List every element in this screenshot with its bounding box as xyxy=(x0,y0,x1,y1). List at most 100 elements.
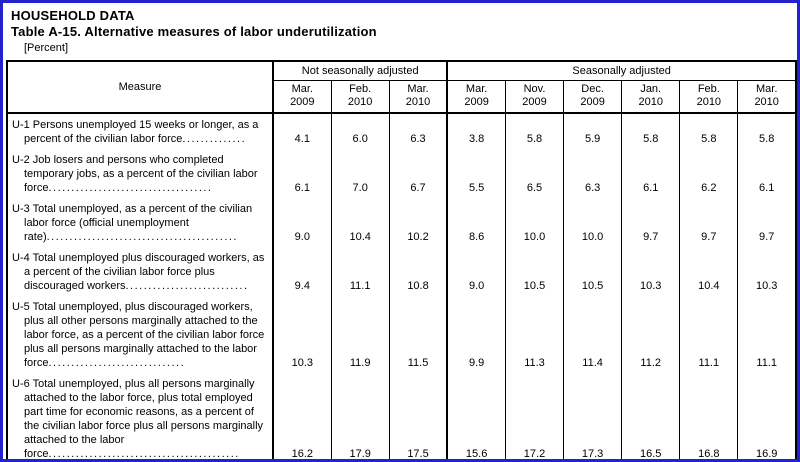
value-cell: 9.0 xyxy=(271,198,332,247)
measure-label: U-5 Total unemployed, plus discouraged w… xyxy=(7,296,273,373)
measure-text: U-1 Persons unemployed 15 weeks or longe… xyxy=(12,119,259,145)
measure-text: U-4 Total unemployed plus discouraged wo… xyxy=(12,252,265,292)
value-cell: 16.8 xyxy=(679,373,738,459)
dot-leader: .............................. xyxy=(48,357,186,369)
table-head: Measure Not seasonally adjusted Seasonal… xyxy=(7,61,796,114)
value-cell: 15.6 xyxy=(446,373,506,459)
value-cell: 6.1 xyxy=(271,149,332,198)
column-year: 2009 xyxy=(464,96,489,108)
column-header: Feb. 2010 xyxy=(330,80,390,114)
column-month: Feb. xyxy=(697,83,720,95)
column-header: Dec. 2009 xyxy=(563,80,622,114)
measure-label: U-1 Persons unemployed 15 weeks or longe… xyxy=(7,113,273,149)
column-month: Mar. xyxy=(291,83,313,95)
value-cell: 11.1 xyxy=(679,296,738,373)
value-cell: 11.1 xyxy=(330,247,390,296)
section-title: HOUSEHOLD DATA xyxy=(11,8,135,23)
column-year: 2010 xyxy=(638,96,663,108)
value-cell: 11.9 xyxy=(330,296,390,373)
value-cell: 6.5 xyxy=(504,149,564,198)
column-header: Mar. 2010 xyxy=(737,80,796,114)
measure-row-u2: U-2 Job losers and persons who completed… xyxy=(7,149,796,198)
dot-leader: ........................................… xyxy=(46,231,238,243)
column-month: Jan. xyxy=(640,83,662,95)
value-cell: 5.8 xyxy=(737,113,796,149)
value-cell: 8.6 xyxy=(446,198,506,247)
column-header: Mar. 2009 xyxy=(446,80,506,114)
labor-underutilization-table: Measure Not seasonally adjusted Seasonal… xyxy=(6,60,797,460)
value-cell: 11.2 xyxy=(621,296,680,373)
measure-row-u5: U-5 Total unemployed, plus discouraged w… xyxy=(7,296,796,373)
column-year: 2010 xyxy=(696,96,722,108)
value-cell: 6.3 xyxy=(563,149,622,198)
measure-label: U-3 Total unemployed, as a percent of th… xyxy=(7,198,273,247)
value-cell: 10.0 xyxy=(563,198,622,247)
column-year: 2010 xyxy=(754,96,779,108)
value-cell: 7.0 xyxy=(330,149,390,198)
value-cell: 9.7 xyxy=(621,198,680,247)
value-cell: 10.8 xyxy=(388,247,448,296)
value-cell: 17.9 xyxy=(330,373,390,459)
value-cell: 16.2 xyxy=(271,373,332,459)
dot-leader: ........................................… xyxy=(48,448,240,460)
measure-text: U-3 Total unemployed, as a percent of th… xyxy=(12,203,253,243)
column-month: Nov. xyxy=(523,83,546,95)
column-year: 2009 xyxy=(290,96,315,108)
value-cell: 10.5 xyxy=(563,247,622,296)
column-month: Mar. xyxy=(407,83,429,95)
measure-label: U-6 Total unemployed, plus all persons m… xyxy=(7,373,273,460)
value-cell: 17.5 xyxy=(388,373,448,459)
value-cell: 6.7 xyxy=(388,149,448,198)
value-cell: 11.1 xyxy=(737,296,796,373)
table-body: U-1 Persons unemployed 15 weeks or longe… xyxy=(7,113,796,460)
value-cell: 11.3 xyxy=(504,296,564,373)
value-cell: 6.2 xyxy=(679,149,738,198)
measure-row-u3: U-3 Total unemployed, as a percent of th… xyxy=(7,198,796,247)
dot-leader: .................................... xyxy=(48,182,213,194)
column-year: 2010 xyxy=(347,96,373,108)
value-cell: 5.5 xyxy=(446,149,506,198)
measure-text: U-5 Total unemployed, plus discouraged w… xyxy=(12,301,265,369)
column-header: Jan. 2010 xyxy=(621,80,680,114)
value-cell: 11.5 xyxy=(388,296,448,373)
value-cell: 9.9 xyxy=(446,296,506,373)
column-header: Nov. 2009 xyxy=(504,80,564,114)
column-year: 2009 xyxy=(522,96,547,108)
value-cell: 6.1 xyxy=(737,149,796,198)
value-cell: 10.4 xyxy=(679,247,738,296)
value-cell: 17.3 xyxy=(563,373,622,459)
column-month: Feb. xyxy=(349,83,372,95)
value-cell: 5.8 xyxy=(679,113,738,149)
value-cell: 10.0 xyxy=(504,198,564,247)
column-header: Feb. 2010 xyxy=(679,80,738,114)
measure-row-u1: U-1 Persons unemployed 15 weeks or longe… xyxy=(7,113,796,149)
value-cell: 6.3 xyxy=(388,113,448,149)
value-cell: 5.8 xyxy=(504,113,564,149)
measure-row-u4: U-4 Total unemployed plus discouraged wo… xyxy=(7,247,796,296)
value-cell: 9.4 xyxy=(271,247,332,296)
value-cell: 16.9 xyxy=(737,373,796,459)
value-cell: 6.1 xyxy=(621,149,680,198)
value-cell: 9.0 xyxy=(446,247,506,296)
column-month: Mar. xyxy=(755,83,778,95)
value-cell: 9.7 xyxy=(737,198,796,247)
month-header-row: Mar. 2009 Feb. 2010 Mar. 2010 Mar. 2009 Nov.… xyxy=(7,80,796,114)
value-cell: 3.8 xyxy=(446,113,506,149)
dot-leader: ........................... xyxy=(125,280,249,292)
value-cell: 10.4 xyxy=(330,198,390,247)
measure-column-header: Measure xyxy=(7,61,274,114)
unit-note: [Percent] xyxy=(24,42,69,54)
measure-label: U-4 Total unemployed plus discouraged wo… xyxy=(7,247,273,296)
measure-text: U-6 Total unemployed, plus all persons m… xyxy=(12,378,264,460)
value-cell: 16.5 xyxy=(621,373,680,459)
group-header-sa: Seasonally adjusted xyxy=(446,61,796,81)
value-cell: 9.7 xyxy=(679,198,738,247)
column-header: Mar. 2009 xyxy=(271,80,332,114)
value-cell: 11.4 xyxy=(563,296,622,373)
table-title: Table A-15. Alternative measures of labo… xyxy=(11,24,377,39)
value-cell: 10.3 xyxy=(621,247,680,296)
dot-leader: .............. xyxy=(182,133,247,145)
value-cell: 4.1 xyxy=(271,113,332,149)
column-header: Mar. 2010 xyxy=(388,80,448,114)
